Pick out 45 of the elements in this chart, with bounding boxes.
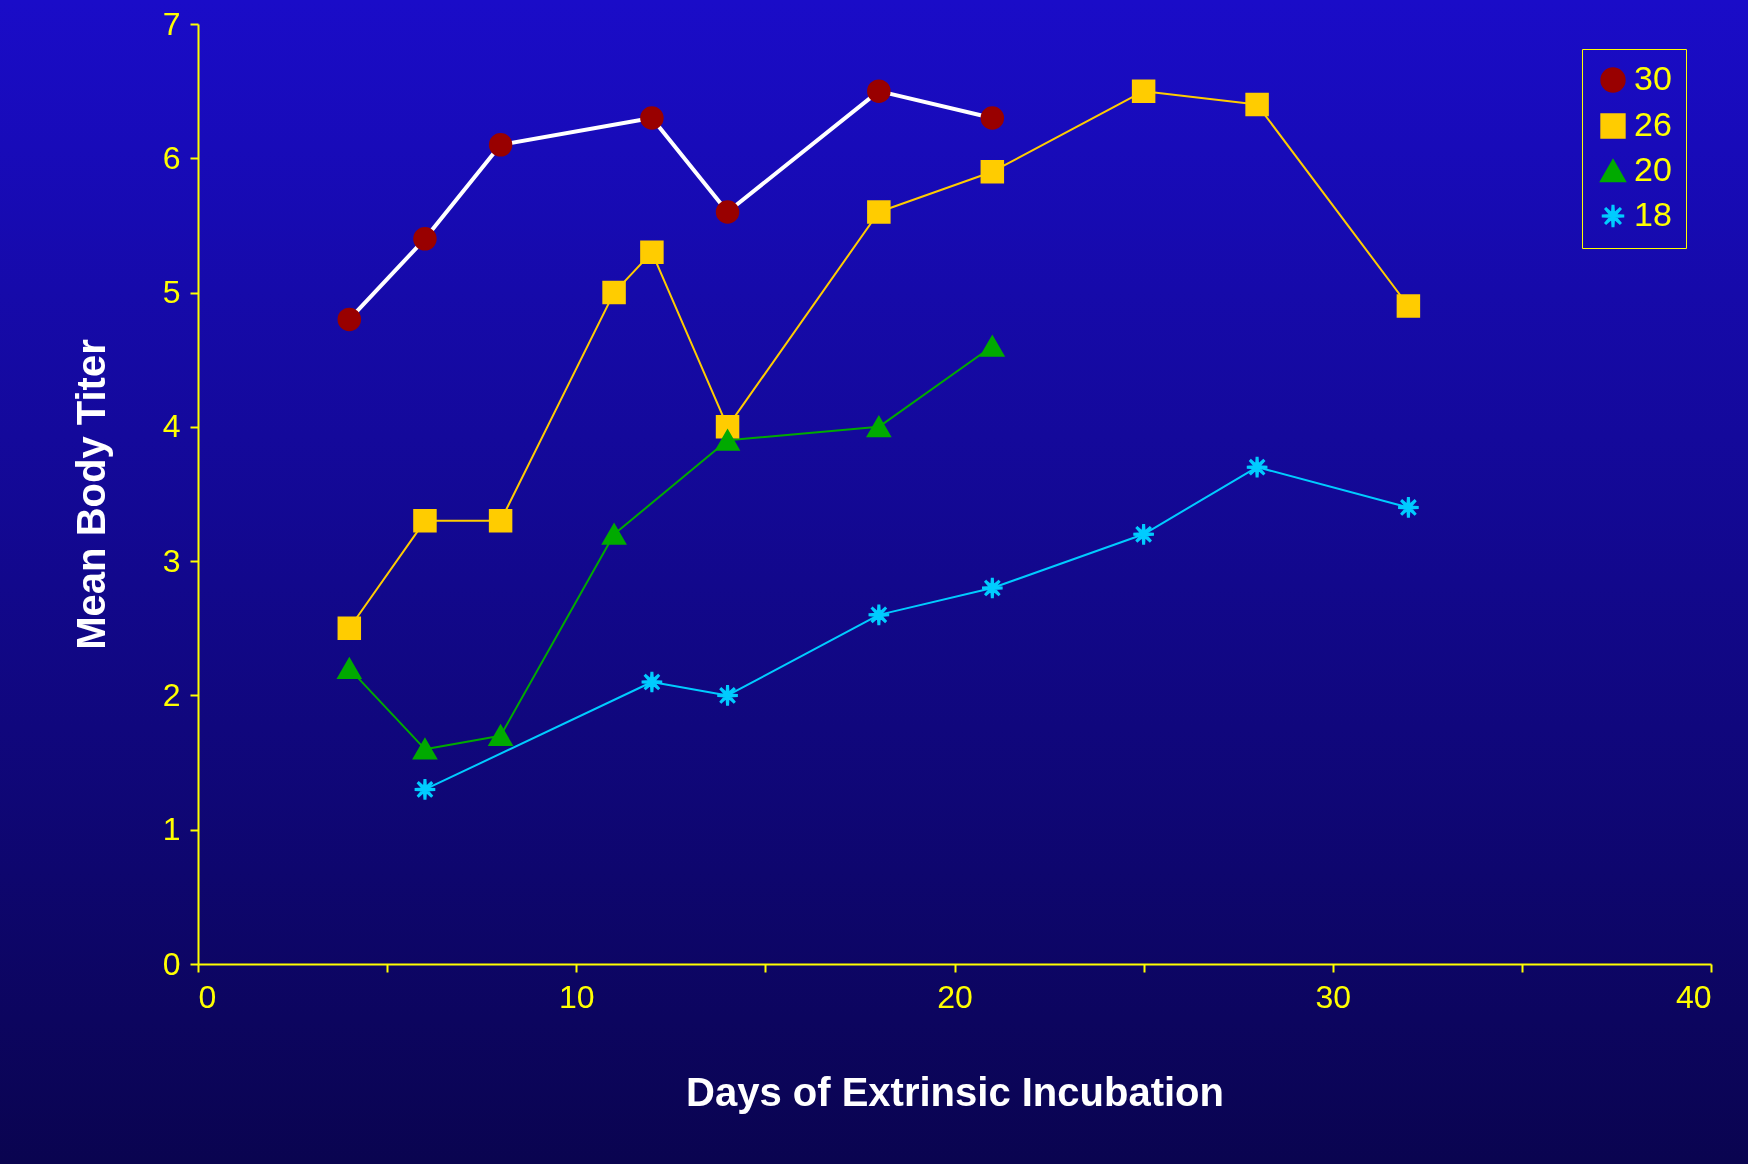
point: [867, 200, 891, 224]
x-tick-label: 40: [1675, 978, 1712, 1015]
y-tick-label: 0: [162, 945, 181, 982]
legend-label: 18: [1634, 195, 1672, 233]
x-tick-label: 10: [558, 978, 595, 1015]
y-tick-label: 7: [162, 5, 181, 42]
point: [337, 307, 362, 332]
point: [715, 415, 740, 439]
point: [867, 416, 891, 438]
point: [488, 133, 513, 157]
point: [640, 106, 664, 130]
point: [602, 280, 626, 305]
point: [488, 725, 513, 747]
x-tick-label: 0: [198, 978, 217, 1015]
legend-label: 20: [1634, 150, 1672, 188]
y-tick-label: 3: [162, 542, 181, 579]
legend-label: 30: [1634, 59, 1672, 97]
point: [1245, 92, 1269, 117]
point: [980, 335, 1005, 357]
point: [980, 106, 1005, 130]
y-tick-label: 2: [162, 676, 181, 713]
point: [337, 658, 362, 679]
point: [413, 509, 437, 533]
point: [488, 509, 513, 533]
point: [867, 79, 891, 103]
y-tick-label: 1: [162, 811, 181, 848]
point: [602, 523, 626, 545]
point: [413, 227, 437, 251]
legend-label: 26: [1634, 105, 1672, 143]
x-axis-title: Days of Extrinsic Incubation: [686, 1069, 1224, 1114]
point: [715, 429, 740, 451]
y-tick-label: 4: [162, 408, 181, 445]
point: [337, 616, 362, 641]
point: [1131, 79, 1156, 103]
point: [980, 159, 1005, 184]
point: [715, 200, 740, 224]
y-axis-title: Mean Body Titer: [68, 339, 113, 650]
x-tick-label: 30: [1315, 978, 1352, 1015]
y-tick-label: 6: [162, 139, 181, 176]
point: [640, 670, 664, 694]
point: [1396, 294, 1421, 318]
point: [413, 738, 437, 760]
x-tick-label: 20: [937, 978, 973, 1015]
y-tick-label: 5: [162, 274, 181, 311]
point: [640, 240, 664, 265]
